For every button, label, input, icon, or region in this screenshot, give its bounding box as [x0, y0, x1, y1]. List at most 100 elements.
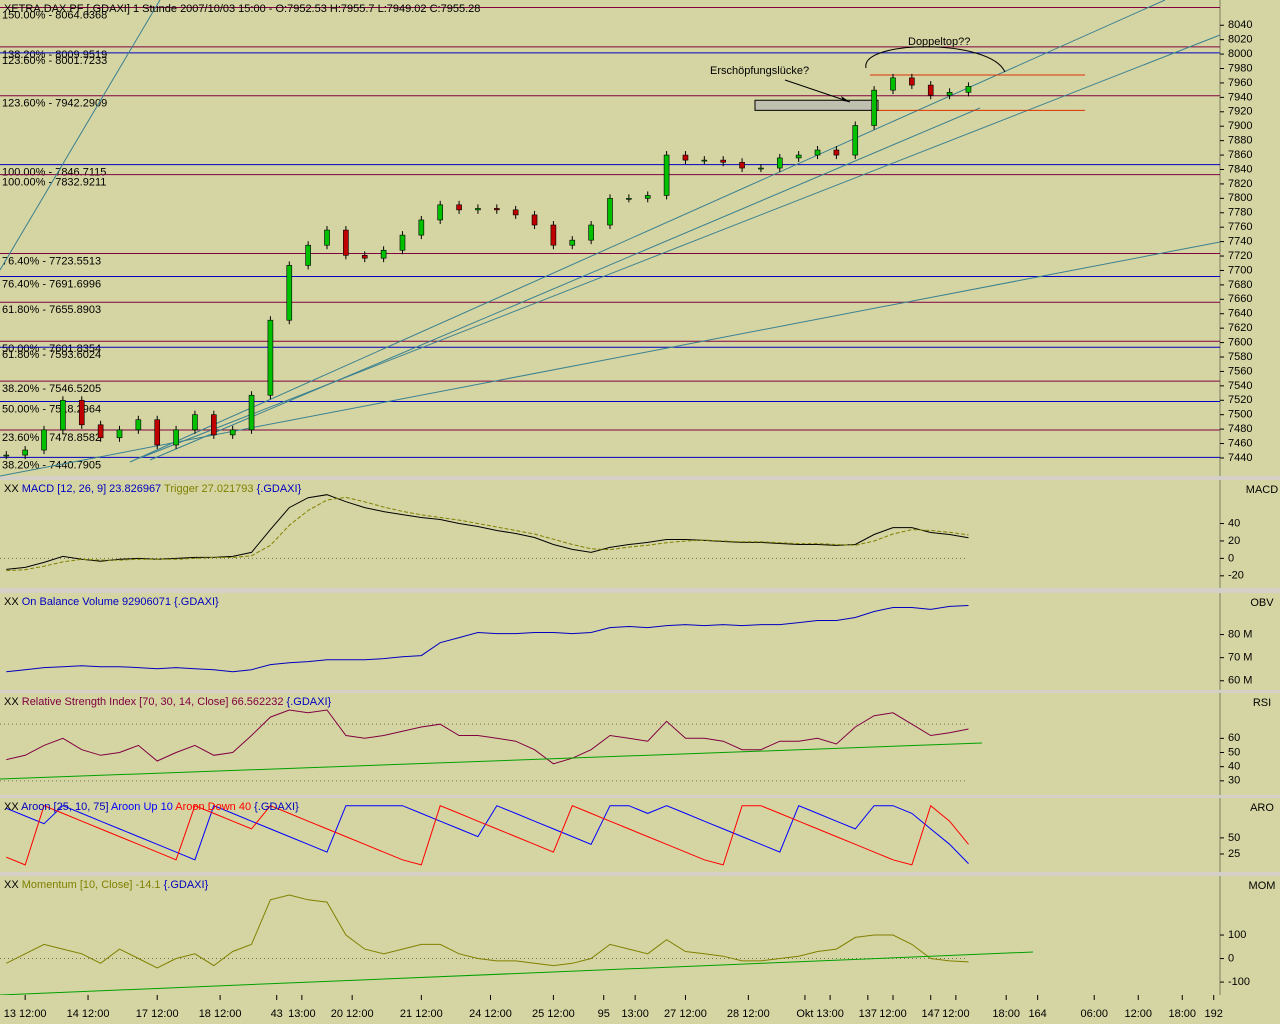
y-tick-label: 0	[1228, 952, 1234, 964]
x-tick-label: 192	[1205, 1008, 1223, 1020]
candle	[927, 84, 934, 96]
fib-label: 38.20% - 7546.5205	[2, 383, 101, 395]
x-tick-label: 12:00	[1124, 1008, 1152, 1020]
panel-background	[0, 593, 1280, 690]
candle	[456, 204, 462, 211]
candle	[588, 224, 594, 241]
candle	[41, 429, 47, 451]
y-tick-label: 70 M	[1228, 652, 1252, 664]
y-tick-label: 7460	[1228, 437, 1252, 449]
y-tick-label: -20	[1228, 570, 1244, 582]
arrow-head	[841, 96, 850, 102]
x-tick-label: 137	[859, 1008, 877, 1020]
panel-title: XX Aroon [25, 10, 75] Aroon Up 10 Aroon …	[4, 801, 299, 813]
x-tick-label: 14 12:00	[67, 1008, 110, 1020]
x-tick-label: 95	[598, 1008, 610, 1020]
title-suffix: {.GDAXI}	[257, 483, 302, 495]
panel-title: XX MACD [12, 26, 9] 23.826967 Trigger 27…	[4, 483, 302, 495]
candle	[739, 161, 745, 169]
trend-line	[0, 951, 1034, 996]
candle	[305, 244, 311, 266]
y-tick-label: 20	[1228, 535, 1240, 547]
panel-title: XX On Balance Volume 92906071 {.GDAXI}	[4, 596, 219, 608]
y-tick-label: 60	[1228, 732, 1240, 744]
series-line	[6, 496, 969, 572]
candle	[682, 154, 689, 161]
y-tick-label: 7480	[1228, 423, 1252, 435]
panel-title: XX Momentum [10, Close] -14.1 {.GDAXI}	[4, 879, 209, 891]
y-tick-label: 8020	[1228, 34, 1252, 46]
panel-title-text: Aroon [25, 10, 75]	[21, 801, 108, 813]
candle	[946, 92, 953, 96]
fib-label: 61.80% - 7655.8903	[2, 304, 101, 316]
x-tick-label: 18:00	[992, 1008, 1020, 1020]
y-tick-label: 7540	[1228, 380, 1252, 392]
candle	[380, 249, 387, 259]
candle	[361, 255, 368, 259]
candle	[3, 454, 10, 457]
y-tick-label: 7520	[1228, 394, 1252, 406]
title-suffix: {.GDAXI}	[254, 801, 299, 813]
fib-label: 61.80% - 7593.6024	[2, 349, 101, 361]
legend-entry: On Balance Volume 92906071	[22, 596, 171, 608]
y-tick-label: 7660	[1228, 293, 1252, 305]
candle	[871, 89, 877, 126]
candle	[531, 214, 538, 226]
candle	[701, 159, 708, 162]
candle	[418, 219, 425, 236]
panel-label: MOM	[1249, 880, 1276, 892]
x-tick-label: 24 12:00	[469, 1008, 512, 1020]
x-tick-label: Okt	[796, 1008, 813, 1020]
legend-entry: Relative Strength Index [70, 30, 14, Clo…	[22, 696, 284, 708]
candle	[626, 198, 632, 200]
fib-label: 138.20% - 8009.9519	[2, 49, 107, 61]
candle	[248, 394, 255, 431]
y-tick-label: 7880	[1228, 135, 1252, 147]
y-tick-label: 50	[1228, 832, 1240, 844]
panel-background	[0, 480, 1280, 588]
series-line	[6, 805, 969, 864]
y-tick-label: 100	[1228, 929, 1246, 941]
legend-entry: Aroon Down 40	[175, 801, 251, 813]
y-tick-label: 25	[1228, 848, 1240, 860]
x-tick-label: 13:00	[288, 1008, 316, 1020]
y-tick-label: 80 M	[1228, 628, 1252, 640]
y-tick-label: 7620	[1228, 322, 1252, 334]
x-axis-background	[0, 995, 1280, 1024]
title-prefix: XX	[4, 483, 19, 495]
candle	[890, 77, 896, 91]
y-tick-label: 7980	[1228, 62, 1252, 74]
panel-label: ARO	[1250, 802, 1274, 814]
x-tick-label: 18:00	[1169, 1008, 1197, 1020]
y-tick-label: 7860	[1228, 149, 1252, 161]
candle	[644, 195, 651, 199]
fib-label: 123.60% - 8001.7233	[2, 55, 107, 67]
title-suffix: {.GDAXI}	[164, 879, 209, 891]
y-tick-label: -100	[1228, 976, 1250, 988]
fib-label: 38.20% - 7440.7905	[2, 459, 101, 471]
fib-label: 76.40% - 7723.5513	[2, 255, 101, 267]
panel-background	[0, 876, 1280, 995]
x-tick-label: 20 12:00	[331, 1008, 374, 1020]
y-tick-label: 7960	[1228, 77, 1252, 89]
panel-label: OBV	[1250, 597, 1274, 609]
y-tick-label: 7820	[1228, 178, 1252, 190]
candle	[909, 77, 915, 86]
title-suffix: {.GDAXI}	[174, 596, 219, 608]
y-tick-label: 8040	[1228, 19, 1252, 31]
x-tick-label: 43	[271, 1008, 283, 1020]
x-tick-label: 12:00	[942, 1008, 970, 1020]
trend-line	[149, 107, 981, 461]
candle	[60, 399, 66, 431]
fib-label: 100.00% - 7832.9211	[2, 176, 106, 188]
annotation: Erschöpfungslücke?	[710, 65, 809, 77]
series-line	[6, 605, 969, 673]
x-tick-label: 17 12:00	[136, 1008, 179, 1020]
legend-entry: Trigger 27.021793	[164, 483, 254, 495]
candle	[965, 86, 972, 93]
x-tick-label: 147	[922, 1008, 940, 1020]
series-line	[6, 894, 969, 969]
candle	[475, 208, 481, 211]
y-tick-label: 30	[1228, 775, 1240, 787]
